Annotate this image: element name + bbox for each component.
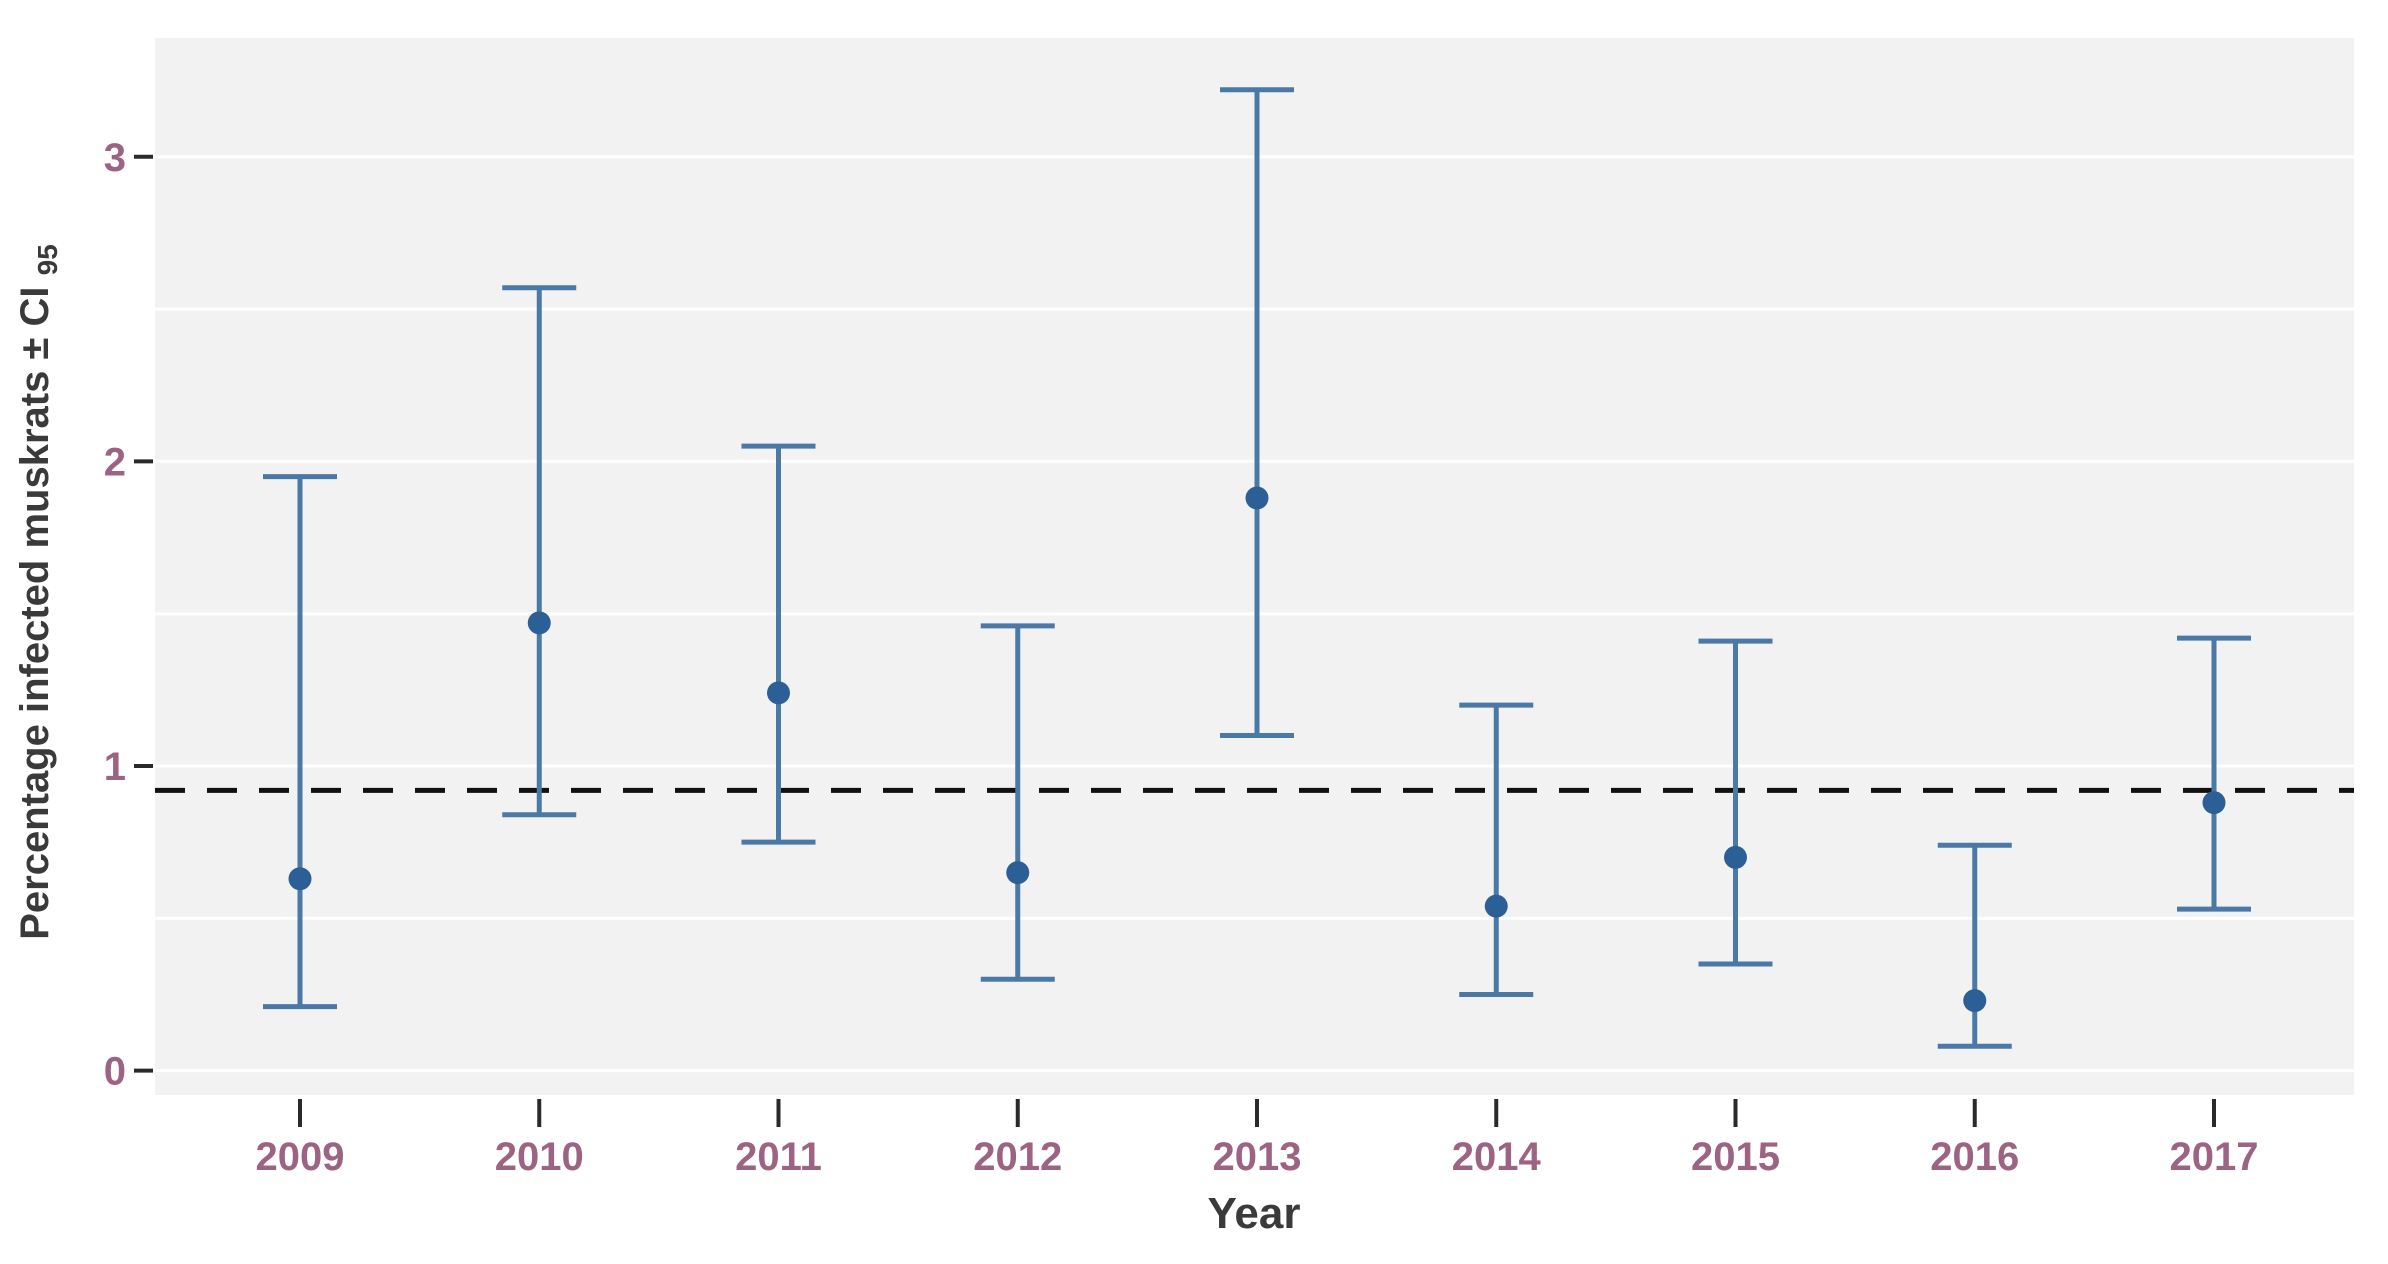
x-tick-label: 2016 — [1930, 1135, 2019, 1179]
errorbar-2011 — [741, 443, 816, 845]
x-tick-label: 2014 — [1452, 1135, 1542, 1179]
errorbar-2012 — [980, 623, 1055, 982]
x-tick-label: 2013 — [1213, 1135, 1302, 1179]
data-point — [767, 681, 790, 705]
y-tick-label: 3 — [104, 136, 126, 180]
y-axis-title-subscript: 95 — [32, 244, 63, 275]
data-point — [1006, 861, 1030, 885]
x-tick-label: 2010 — [495, 1135, 584, 1179]
data-point — [1245, 486, 1269, 510]
axis-tick-labels-group: 0 1 2 3 2009 2010 2011 2012 2013 2014 2015 2016 2017 — [104, 136, 2259, 1179]
y-tick-label: 1 — [104, 745, 126, 789]
errorbar-2009 — [263, 474, 337, 1010]
y-axis-title-main: Percentage infected muskrats ± CI — [13, 286, 57, 939]
x-tick-label: 2009 — [256, 1135, 345, 1179]
errorbar-2010 — [502, 285, 577, 818]
y-tick-label: 0 — [104, 1050, 126, 1094]
x-tick-label: 2015 — [1691, 1135, 1780, 1179]
x-axis-title: Year — [1208, 1189, 1301, 1238]
error-bars-group — [263, 87, 2251, 1049]
x-tick-label: 2017 — [2170, 1135, 2259, 1179]
data-point — [288, 867, 312, 891]
y-tick-label: 2 — [104, 440, 126, 484]
x-tick-label: 2011 — [735, 1135, 822, 1179]
data-point — [1724, 845, 1747, 869]
data-point — [1963, 989, 1987, 1013]
data-point — [527, 611, 551, 635]
data-point — [2202, 791, 2226, 815]
errorbar-2016 — [1937, 842, 2012, 1049]
errorbar-2014 — [1459, 702, 1534, 997]
x-tick-label: 2012 — [973, 1135, 1062, 1179]
data-point — [1484, 894, 1508, 918]
errorbar-2017 — [2177, 635, 2251, 912]
axis-ticks-group — [134, 154, 2216, 1127]
errorbar-2013 — [1220, 87, 1294, 739]
errorbar-2015 — [1698, 638, 1773, 967]
y-axis-title: Percentage infected muskrats ± CI 95 — [13, 244, 63, 940]
